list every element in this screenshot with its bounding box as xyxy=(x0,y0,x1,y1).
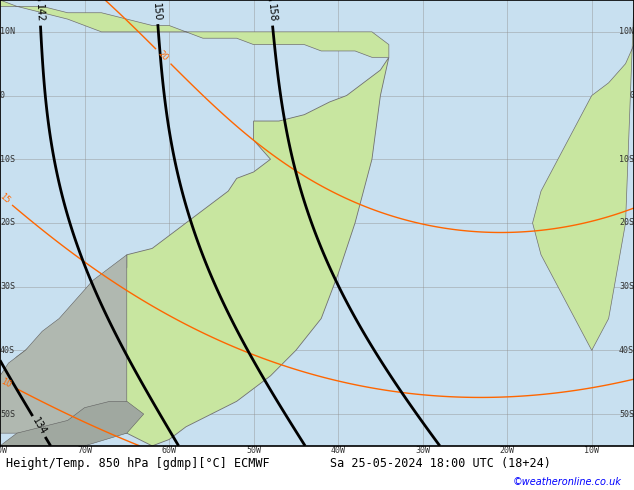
Polygon shape xyxy=(0,0,389,57)
Text: 30W: 30W xyxy=(415,446,430,455)
Polygon shape xyxy=(533,0,634,350)
Text: 134: 134 xyxy=(30,416,48,437)
Text: 10W: 10W xyxy=(585,446,599,455)
Text: 0: 0 xyxy=(0,91,5,100)
Text: Sa 25-05-2024 18:00 UTC (18+24): Sa 25-05-2024 18:00 UTC (18+24) xyxy=(330,457,550,470)
Text: 10N: 10N xyxy=(619,27,634,36)
Text: Height/Temp. 850 hPa [gdmp][°C] ECMWF: Height/Temp. 850 hPa [gdmp][°C] ECMWF xyxy=(6,457,270,470)
Text: 40S: 40S xyxy=(0,346,15,355)
Text: 10N: 10N xyxy=(0,27,15,36)
Text: 60W: 60W xyxy=(162,446,176,455)
Text: 40S: 40S xyxy=(619,346,634,355)
Text: 20: 20 xyxy=(157,49,170,63)
Text: 70W: 70W xyxy=(77,446,92,455)
Text: 30S: 30S xyxy=(619,282,634,291)
Polygon shape xyxy=(0,57,389,446)
Text: 30S: 30S xyxy=(0,282,15,291)
Text: 40W: 40W xyxy=(331,446,346,455)
Text: 80W: 80W xyxy=(0,446,8,455)
Text: 50S: 50S xyxy=(0,410,15,418)
Text: 20S: 20S xyxy=(619,219,634,227)
Text: 150: 150 xyxy=(152,2,162,22)
Text: 50S: 50S xyxy=(619,410,634,418)
Text: 50W: 50W xyxy=(246,446,261,455)
Polygon shape xyxy=(0,401,144,446)
Polygon shape xyxy=(0,255,127,433)
Text: ©weatheronline.co.uk: ©weatheronline.co.uk xyxy=(512,477,621,487)
Text: 0: 0 xyxy=(629,91,634,100)
Text: 158: 158 xyxy=(266,4,277,23)
Text: 10S: 10S xyxy=(0,155,15,164)
Text: 10: 10 xyxy=(0,377,13,390)
Text: 142: 142 xyxy=(34,4,45,23)
Text: 20W: 20W xyxy=(500,446,515,455)
Text: 10S: 10S xyxy=(619,155,634,164)
Text: 15: 15 xyxy=(0,192,11,205)
Text: 20S: 20S xyxy=(0,219,15,227)
